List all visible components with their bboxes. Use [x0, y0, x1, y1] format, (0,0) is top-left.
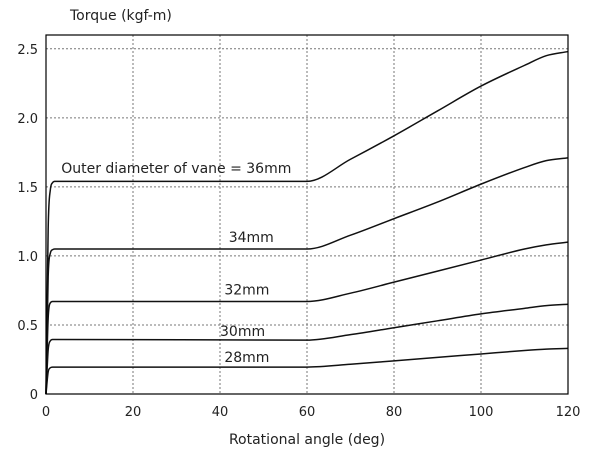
y-axis-title: Torque (kgf-m) [69, 8, 172, 24]
x-tick-label: 60 [299, 405, 316, 420]
series-label-0: Outer diameter of vane = 36mm [61, 161, 291, 177]
y-tick-label: 2.5 [17, 43, 38, 58]
x-tick-label: 120 [556, 405, 581, 420]
series-line-2 [45, 241, 569, 395]
tick-labels: 0 20 40 60 80 100 120 0 0.5 1.0 1.5 2.0 2.5 [17, 43, 580, 420]
series-label-1: 34mm [229, 230, 274, 246]
x-tick-label: 80 [386, 405, 403, 420]
x-axis-title: Rotational angle (deg) [229, 432, 385, 448]
series-line-4 [45, 347, 569, 395]
series-line-1 [45, 157, 569, 395]
series-label-4: 28mm [224, 350, 269, 366]
y-tick-label: 1.0 [17, 250, 38, 265]
y-tick-label: 1.5 [17, 181, 38, 196]
series-labels: Outer diameter of vane = 36mm 34mm 32mm 30m… [61, 161, 291, 366]
plot-frame [45, 34, 569, 395]
x-tick-label: 40 [212, 405, 229, 420]
y-tick-label: 0.5 [17, 319, 38, 334]
y-tick-label: 2.0 [17, 112, 38, 127]
series-label-3: 30mm [220, 324, 265, 340]
x-tick-label: 100 [469, 405, 494, 420]
x-tick-label: 0 [42, 405, 50, 420]
y-tick-label: 0 [30, 388, 38, 403]
grid [46, 35, 568, 394]
x-tick-label: 20 [125, 405, 142, 420]
series-curves [45, 50, 569, 395]
series-line-3 [45, 303, 569, 395]
series-line-0 [45, 50, 569, 395]
series-label-2: 32mm [224, 283, 269, 299]
